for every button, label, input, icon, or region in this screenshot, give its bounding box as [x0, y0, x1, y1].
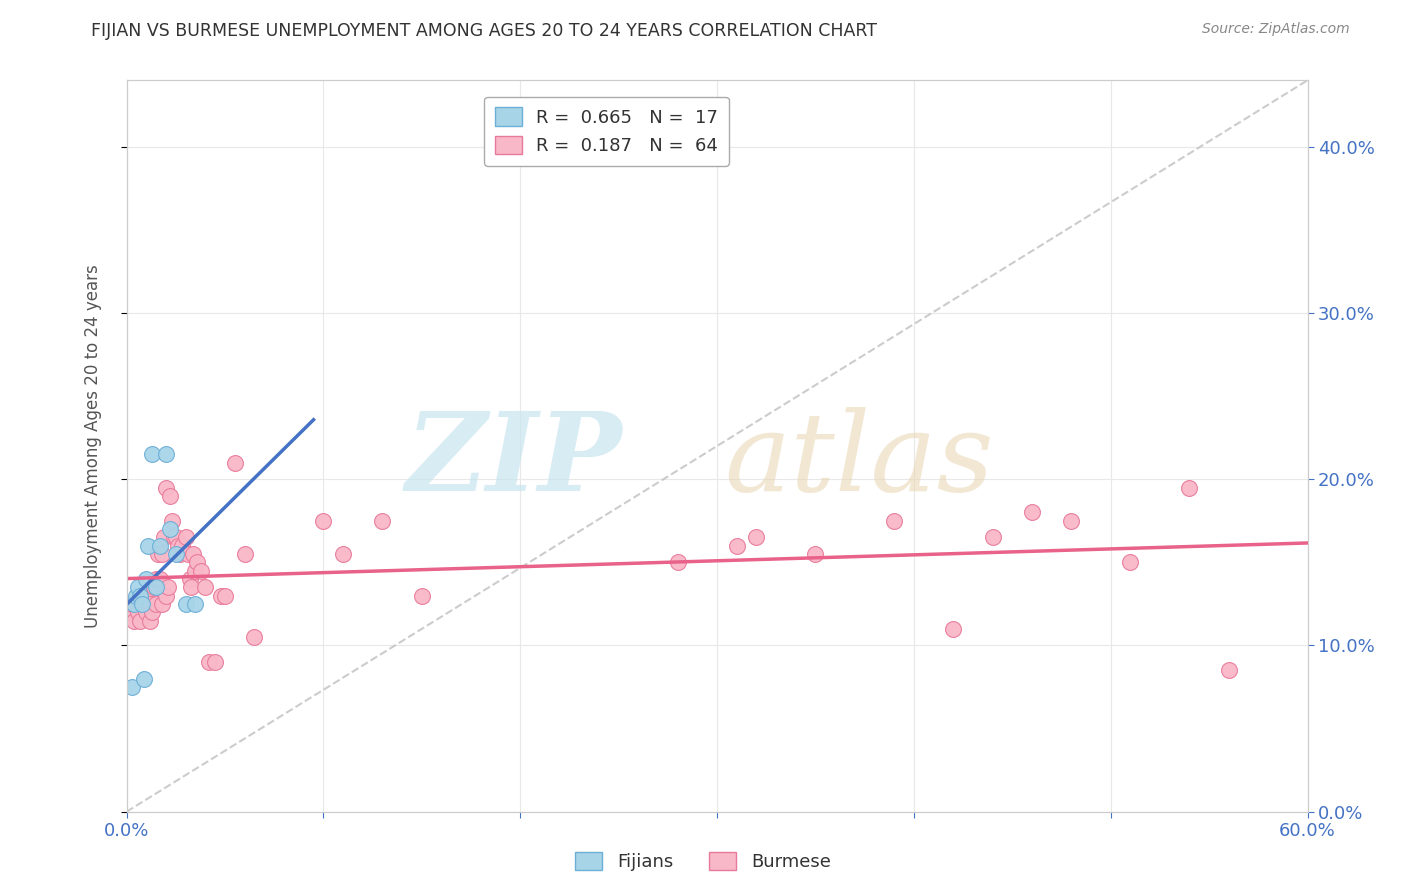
Point: [129, 614, 152, 628]
Point: [136, 597, 159, 611]
Point: [198, 655, 221, 669]
Point: [159, 522, 181, 536]
Point: [160, 514, 183, 528]
Point: [332, 547, 354, 561]
Point: [183, 547, 205, 561]
Point: [131, 597, 153, 611]
Point: [186, 555, 208, 569]
Point: [136, 539, 159, 553]
Point: [159, 489, 181, 503]
Point: [141, 447, 163, 461]
Point: [209, 589, 232, 603]
Point: [165, 530, 187, 544]
Point: [146, 547, 169, 561]
Point: [143, 580, 166, 594]
Point: [1021, 506, 1043, 520]
Point: [745, 530, 768, 544]
Point: [194, 580, 217, 594]
Text: ZIP: ZIP: [406, 407, 623, 515]
Point: [121, 597, 143, 611]
Point: [174, 597, 197, 611]
Legend: R =  0.665   N =  17, R =  0.187   N =  64: R = 0.665 N = 17, R = 0.187 N = 64: [484, 96, 730, 166]
Point: [180, 580, 202, 594]
Point: [145, 597, 167, 611]
Point: [149, 572, 172, 586]
Point: [224, 456, 246, 470]
Point: [174, 530, 197, 544]
Point: [134, 672, 156, 686]
Point: [145, 572, 167, 586]
Point: [149, 539, 172, 553]
Point: [166, 539, 188, 553]
Point: [214, 589, 236, 603]
Text: FIJIAN VS BURMESE UNEMPLOYMENT AMONG AGES 20 TO 24 YEARS CORRELATION CHART: FIJIAN VS BURMESE UNEMPLOYMENT AMONG AGE…: [91, 22, 877, 40]
Point: [163, 530, 186, 544]
Point: [155, 447, 177, 461]
Point: [150, 597, 173, 611]
Point: [155, 589, 177, 603]
Point: [127, 580, 149, 594]
Point: [184, 597, 207, 611]
Point: [170, 539, 193, 553]
Point: [804, 547, 827, 561]
Point: [145, 580, 167, 594]
Point: [179, 572, 201, 586]
Point: [141, 605, 163, 619]
Point: [135, 589, 157, 603]
Point: [125, 597, 148, 611]
Point: [411, 589, 433, 603]
Point: [883, 514, 905, 528]
Point: [1119, 555, 1142, 569]
Point: [131, 597, 153, 611]
Point: [371, 514, 394, 528]
Point: [120, 605, 142, 619]
Text: atlas: atlas: [724, 407, 994, 515]
Point: [125, 589, 148, 603]
Point: [150, 547, 173, 561]
Point: [725, 539, 748, 553]
Point: [135, 572, 157, 586]
Point: [124, 614, 146, 628]
Point: [243, 630, 266, 644]
Point: [124, 597, 146, 611]
Legend: Fijians, Burmese: Fijians, Burmese: [568, 845, 838, 879]
Point: [153, 530, 176, 544]
Point: [135, 605, 157, 619]
Point: [176, 547, 198, 561]
Point: [981, 530, 1004, 544]
Point: [155, 481, 177, 495]
Point: [184, 564, 207, 578]
Point: [666, 555, 689, 569]
Point: [190, 564, 212, 578]
Point: [127, 605, 149, 619]
Y-axis label: Unemployment Among Ages 20 to 24 years: Unemployment Among Ages 20 to 24 years: [84, 264, 103, 628]
Point: [169, 547, 191, 561]
Text: Source: ZipAtlas.com: Source: ZipAtlas.com: [1202, 22, 1350, 37]
Point: [1218, 664, 1240, 678]
Point: [312, 514, 335, 528]
Point: [156, 580, 179, 594]
Point: [139, 614, 162, 628]
Point: [233, 547, 256, 561]
Point: [204, 655, 226, 669]
Point: [134, 589, 156, 603]
Point: [121, 680, 143, 694]
Point: [165, 547, 187, 561]
Point: [942, 622, 965, 636]
Point: [1178, 481, 1201, 495]
Point: [139, 597, 162, 611]
Point: [129, 589, 152, 603]
Point: [1060, 514, 1083, 528]
